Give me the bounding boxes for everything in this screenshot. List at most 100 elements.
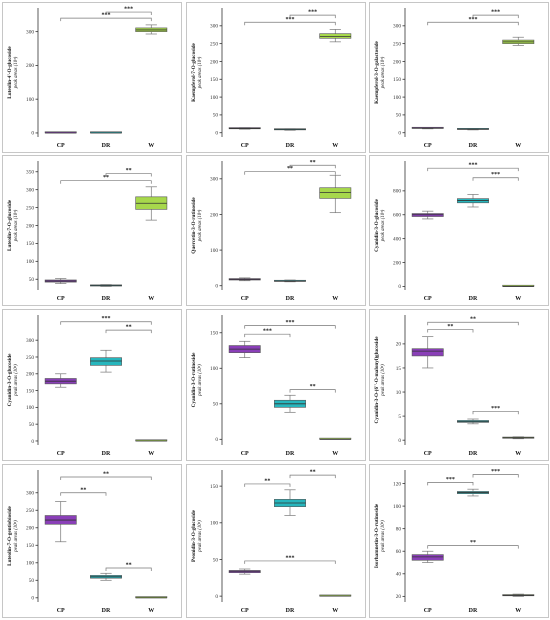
y-axis-subtitle: peak areas (10³) (13, 520, 19, 553)
y-axis-subtitle: peak areas (10³) (197, 56, 203, 89)
box-DR (90, 572, 122, 581)
y-tick-label: 0 (215, 131, 218, 137)
x-category-label: DR (286, 143, 295, 149)
y-axis-subtitle: peak areas (10³) (380, 520, 386, 553)
significance-label: *** (102, 316, 111, 322)
significance-bracket (244, 333, 291, 338)
significance-label: ** (80, 487, 86, 493)
x-category-label: DR (469, 296, 478, 302)
y-tick-label: 200 (210, 212, 218, 218)
significance-label: *** (286, 17, 295, 23)
box-CP (411, 210, 444, 220)
y-axis-title: Kaempferol-3-O-galactoside (374, 40, 380, 103)
y-tick-label: 200 (26, 372, 34, 378)
x-category-label: W (148, 451, 154, 457)
x-category-label: W (332, 143, 338, 149)
y-axis-subtitle: peak areas (10³) (380, 364, 386, 397)
y-axis-title: Peonidin-3-O-glucoside (191, 509, 197, 562)
significance-bracket (472, 177, 519, 181)
y-tick-label: 800 (393, 189, 401, 195)
significance-bracket (427, 482, 474, 486)
significance-bracket (289, 474, 336, 479)
x-category-label: CP (241, 143, 249, 149)
significance-label: *** (469, 17, 478, 23)
x-category-label: CP (57, 608, 65, 614)
box-DR (457, 128, 489, 131)
significance-bracket (289, 14, 336, 19)
x-category-label: W (515, 451, 521, 457)
y-axis-title: Cyanidin-3-O-glucoside (374, 198, 380, 251)
y-tick-label: 300 (393, 24, 401, 30)
significance-label: ** (103, 175, 109, 181)
box-iqr (319, 33, 352, 39)
y-tick-label: 250 (210, 41, 218, 47)
x-category-label: CP (424, 296, 432, 302)
y-tick-label: 0 (398, 131, 401, 137)
chart-panel-10: 0 50 100 150 200 250 300 Luteolin-7-O-gentiobio… (2, 464, 182, 618)
y-axis-subtitle: peak areas (10³) (197, 520, 203, 553)
box-DR (90, 349, 122, 373)
y-tick-label: 150 (26, 388, 34, 394)
x-category-label: CP (241, 296, 249, 302)
box-DR (274, 279, 306, 283)
box-iqr (411, 554, 444, 561)
x-category-label: W (148, 296, 154, 302)
x-category-label: W (515, 608, 521, 614)
chart-panel-5: 0 100 200 300 Quercetin-3-O-rutinoside peak a… (186, 155, 366, 306)
x-category-label: CP (241, 451, 249, 457)
y-tick-label: 80 (396, 526, 402, 532)
y-tick-label: 200 (210, 59, 218, 65)
significance-label: ** (126, 325, 132, 331)
y-axis-title: Cyanidin-3-O-glucoside (7, 353, 13, 406)
significance-bracket (244, 21, 336, 26)
panel-frame (2, 155, 182, 306)
y-tick-label: 150 (26, 543, 34, 549)
significance-label: *** (491, 10, 500, 16)
box-DR (457, 418, 489, 425)
box-W (135, 596, 168, 599)
y-axis-title: Isorhamnetin-3-O-rutinoside (374, 503, 380, 568)
box-CP (228, 568, 261, 575)
y-tick-label: 300 (210, 24, 218, 30)
chart-panel-1: 0 100 200 300 Luteolin-4'-O-glucoside peak ar… (2, 2, 182, 153)
x-category-label: CP (424, 451, 432, 457)
y-tick-label: 300 (26, 491, 34, 497)
significance-label: *** (286, 555, 295, 561)
y-tick-label: 200 (26, 223, 34, 229)
significance-label: ** (310, 470, 316, 476)
y-tick-label: 300 (26, 187, 34, 193)
y-tick-label: 150 (26, 241, 34, 247)
box-W (502, 593, 535, 597)
y-tick-label: 0 (215, 594, 218, 600)
y-tick-label: 350 (26, 170, 34, 176)
box-W (502, 36, 535, 46)
y-tick-label: 300 (210, 177, 218, 183)
y-tick-label: 0 (215, 284, 218, 290)
box-W (319, 174, 352, 214)
significance-label: ** (264, 478, 270, 484)
box-CP (228, 127, 261, 130)
x-category-label: CP (241, 608, 249, 614)
y-axis-subtitle: peak areas (10³) (13, 56, 19, 89)
significance-bracket (472, 474, 519, 478)
y-tick-label: 200 (393, 260, 401, 266)
box-DR (274, 489, 306, 516)
panel-frame (2, 309, 182, 461)
y-tick-label: 100 (210, 366, 218, 372)
y-axis-subtitle: peak areas (10³) (13, 364, 19, 397)
y-tick-label: 100 (393, 504, 401, 510)
significance-bracket (427, 321, 519, 326)
y-axis-title: Kaempferol-7-O-glucoside (191, 42, 197, 101)
significance-label: *** (286, 320, 295, 326)
box-CP (411, 126, 444, 130)
box-W (319, 437, 352, 440)
significance-label: ** (310, 160, 316, 166)
y-tick-label: 150 (210, 484, 218, 490)
y-axis-subtitle: peak areas (10³) (197, 209, 203, 242)
significance-bracket (427, 545, 519, 549)
x-category-label: DR (102, 451, 111, 457)
box-DR (274, 394, 306, 413)
y-axis-subtitle: peak areas (10³) (13, 209, 19, 242)
y-tick-label: 100 (210, 95, 218, 101)
